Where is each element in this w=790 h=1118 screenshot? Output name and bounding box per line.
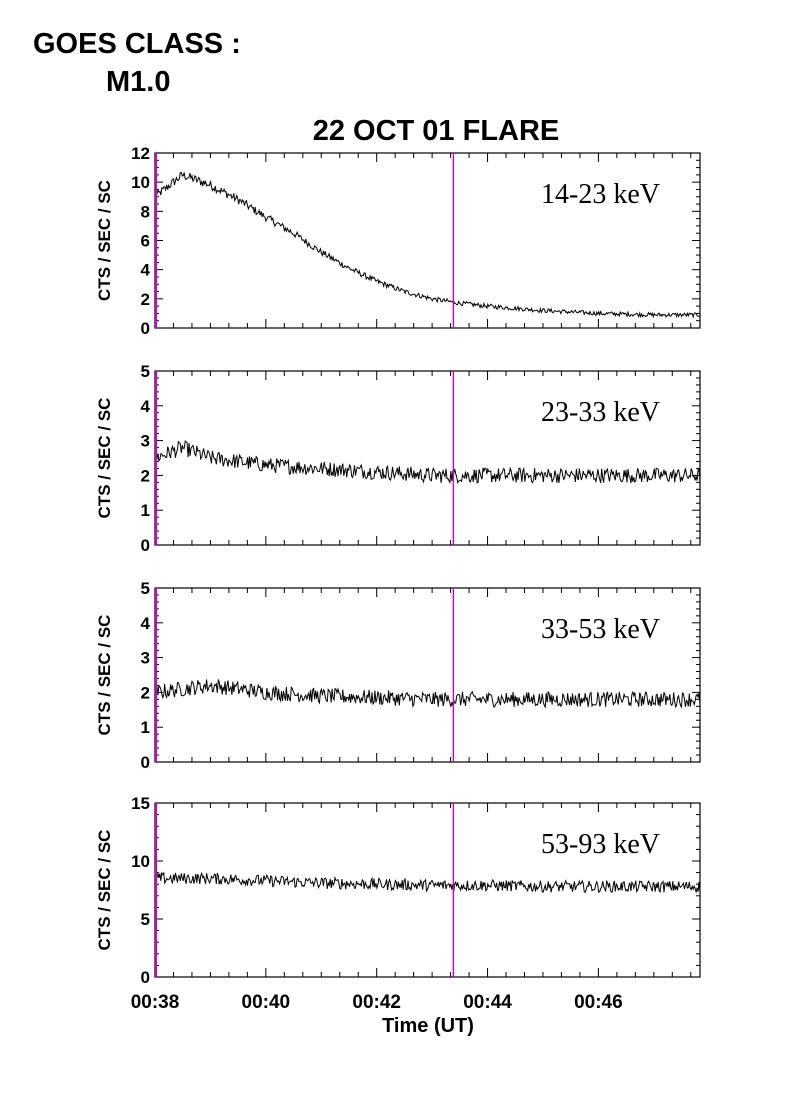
x-axis-title: Time (UT)	[382, 1015, 474, 1037]
energy-band-label: 23-33 keV	[541, 397, 660, 428]
y-tick-label: 2	[141, 683, 150, 702]
x-tick-label: 00:42	[352, 992, 401, 1013]
y-axis-title: CTS / SEC / SC	[95, 398, 114, 519]
y-tick-label: 0	[141, 968, 150, 987]
goes-class-value: M1.0	[106, 66, 171, 98]
panel-1: 0 2 4 6 8 10 12 CTS / SEC / SC 14-23 keV	[95, 144, 701, 338]
y-tick-label: 0	[141, 319, 150, 338]
y-tick-label: 6	[141, 232, 150, 251]
panel-2: 0 1 2 3 4 5 CTS / SEC / SC 23-33 keV	[95, 362, 701, 555]
y-tick-label: 1	[141, 718, 150, 737]
y-tick-label: 8	[141, 202, 150, 221]
energy-band-label: 53-93 keV	[541, 829, 660, 860]
y-tick-label: 4	[141, 397, 151, 416]
y-axis-title: CTS / SEC / SC	[95, 180, 114, 301]
y-tick-label: 3	[141, 432, 150, 451]
energy-band-label: 14-23 keV	[541, 179, 660, 210]
y-tick-label: 15	[131, 794, 150, 813]
y-tick-label: 10	[131, 852, 150, 871]
x-tick-label: 00:38	[131, 992, 180, 1013]
goes-class-heading: GOES CLASS :	[33, 28, 241, 60]
y-tick-label: 10	[131, 173, 150, 192]
x-tick-label: 00:44	[463, 992, 512, 1013]
y-tick-label: 5	[141, 910, 150, 929]
series-line	[154, 871, 701, 894]
y-tick-label: 3	[141, 649, 150, 668]
y-tick-label: 0	[141, 536, 150, 555]
y-tick-label: 2	[141, 290, 150, 309]
y-axis-title: CTS / SEC / SC	[95, 830, 114, 951]
y-tick-label: 4	[141, 261, 151, 280]
series-line	[154, 171, 701, 319]
y-tick-label: 5	[141, 579, 150, 598]
y-tick-label: 1	[141, 501, 150, 520]
series-line	[154, 678, 701, 709]
chart-title: 22 OCT 01 FLARE	[313, 115, 560, 147]
y-tick-label: 2	[141, 466, 150, 485]
energy-band-label: 33-53 keV	[541, 614, 660, 645]
y-tick-label: 4	[141, 614, 151, 633]
series-line	[154, 440, 701, 485]
x-axis: 00:38 00:40 00:42 00:44 00:46	[131, 992, 623, 1013]
y-axis-title: CTS / SEC / SC	[95, 615, 114, 736]
x-tick-label: 00:40	[242, 992, 291, 1013]
y-tick-label: 5	[141, 362, 150, 381]
x-tick-label: 00:46	[574, 992, 623, 1013]
y-tick-label: 12	[131, 144, 150, 163]
panel-3: 0 1 2 3 4 5 CTS / SEC / SC 33-53 keV	[95, 579, 701, 772]
panel-4: 0 5 10 15 CTS / SEC / SC 53-93 keV	[95, 794, 701, 987]
y-tick-label: 0	[141, 753, 150, 772]
